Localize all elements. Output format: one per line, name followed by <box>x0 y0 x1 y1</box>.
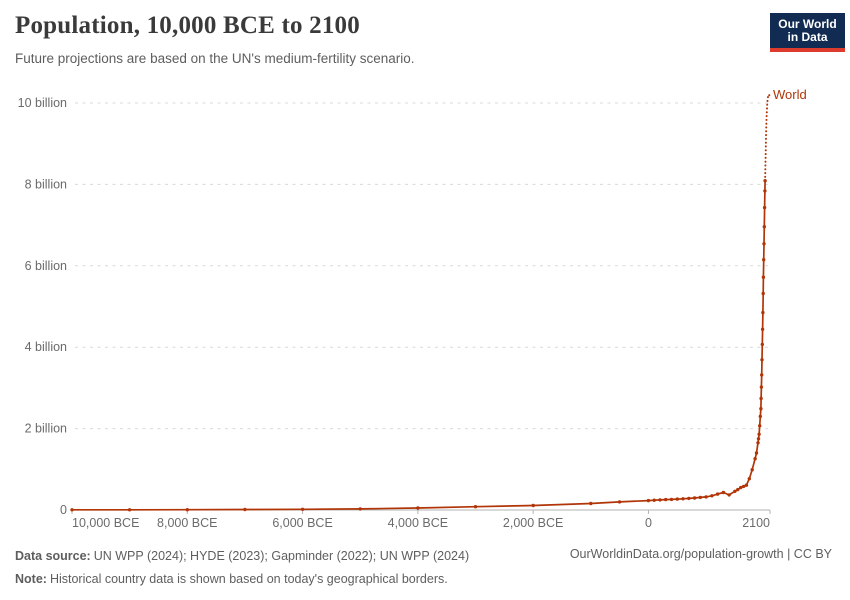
data-point-marker[interactable] <box>692 496 697 500</box>
y-tick-label: 2 billion <box>25 422 67 436</box>
x-tick-label: 10,000 BCE <box>72 516 139 530</box>
x-tick-label: 4,000 BCE <box>388 516 448 530</box>
data-point-marker[interactable] <box>756 441 760 445</box>
data-point-marker[interactable] <box>736 487 740 492</box>
data-point-marker[interactable] <box>760 342 764 347</box>
data-point-marker[interactable] <box>763 189 767 193</box>
footer-link[interactable]: OurWorldinData.org/population-growth | C… <box>569 547 832 561</box>
data-point-marker[interactable] <box>741 484 746 489</box>
data-point-marker[interactable] <box>760 358 764 362</box>
note-line: Note: Historical country data is shown ba… <box>15 570 469 588</box>
data-point-marker[interactable] <box>762 205 767 210</box>
data-point-marker[interactable] <box>758 424 762 428</box>
y-tick-label: 4 billion <box>25 340 67 354</box>
data-point-marker[interactable] <box>761 291 765 296</box>
data-source-line: Data source: UN WPP (2024); HYDE (2023); … <box>15 547 469 565</box>
data-point-marker[interactable] <box>761 310 765 315</box>
data-point-marker[interactable] <box>747 477 751 481</box>
y-tick-label: 8 billion <box>25 177 67 191</box>
data-point-marker[interactable] <box>733 489 737 493</box>
y-tick-label: 6 billion <box>25 259 67 273</box>
note-text: Historical country data is shown based o… <box>49 572 448 587</box>
data-point-marker[interactable] <box>757 432 761 436</box>
data-point-marker[interactable] <box>127 508 132 512</box>
data-point-marker[interactable] <box>715 492 720 496</box>
data-point-marker[interactable] <box>589 501 593 506</box>
x-tick-label: 6,000 BCE <box>272 516 332 530</box>
projection-line[interactable] <box>764 93 771 182</box>
data-point-marker[interactable] <box>664 497 668 502</box>
chart-subtitle: Future projections are based on the UN's… <box>15 51 415 66</box>
data-point-marker[interactable] <box>243 507 247 512</box>
data-point-marker[interactable] <box>758 414 762 419</box>
data-point-marker[interactable] <box>754 451 759 455</box>
data-point-marker[interactable] <box>750 468 754 472</box>
y-tick-label: 0 <box>60 503 67 517</box>
owid-logo-line1: Our World <box>778 17 837 31</box>
data-point-marker[interactable] <box>727 493 731 497</box>
data-point-marker[interactable] <box>761 275 766 279</box>
data-point-marker[interactable] <box>710 494 714 498</box>
data-point-marker[interactable] <box>70 508 74 512</box>
data-source-text: UN WPP (2024); HYDE (2023); Gapminder (2… <box>93 549 470 563</box>
data-point-marker[interactable] <box>739 485 743 490</box>
x-tick-label: 8,000 BCE <box>157 516 217 530</box>
data-point-marker[interactable] <box>675 497 679 501</box>
data-point-marker[interactable] <box>416 506 420 510</box>
data-point-marker[interactable] <box>721 490 726 495</box>
owid-logo[interactable]: Our World in Data <box>770 13 845 52</box>
x-tick-label: 2100 <box>742 516 770 530</box>
data-point-marker[interactable] <box>744 483 749 487</box>
note-label: Note: <box>15 572 47 587</box>
data-source-label: Data source: <box>15 549 91 563</box>
data-point-marker[interactable] <box>358 507 362 511</box>
data-point-marker[interactable] <box>669 497 674 502</box>
data-point-marker[interactable] <box>681 497 685 501</box>
data-point-marker[interactable] <box>762 242 766 246</box>
data-point-marker[interactable] <box>531 503 535 508</box>
data-point-marker[interactable] <box>473 505 478 509</box>
y-tick-label: 10 billion <box>18 96 67 110</box>
data-point-marker[interactable] <box>762 225 766 229</box>
data-point-marker[interactable] <box>760 373 764 377</box>
data-point-marker[interactable] <box>617 500 622 504</box>
population-line[interactable] <box>72 180 766 511</box>
x-tick-label: 2,000 BCE <box>503 516 563 530</box>
data-point-marker[interactable] <box>762 258 766 262</box>
data-point-marker[interactable] <box>760 327 765 331</box>
data-point-marker[interactable] <box>646 498 651 503</box>
footer-sources: Data source: UN WPP (2024); HYDE (2023); … <box>15 547 469 593</box>
x-tick-label: 0 <box>645 516 652 530</box>
owid-logo-line2: in Data <box>787 30 828 44</box>
data-point-marker[interactable] <box>753 457 757 461</box>
data-point-marker[interactable] <box>704 495 708 499</box>
data-point-marker[interactable] <box>756 437 761 441</box>
data-point-marker[interactable] <box>759 396 763 401</box>
chart-title: Population, 10,000 BCE to 2100 <box>15 12 360 39</box>
series-label-world[interactable]: World <box>773 87 807 102</box>
data-point-marker[interactable] <box>300 507 305 511</box>
data-point-marker[interactable] <box>652 498 656 502</box>
data-point-marker[interactable] <box>759 407 763 411</box>
data-point-marker[interactable] <box>658 498 662 502</box>
data-point-marker[interactable] <box>687 496 691 501</box>
data-point-marker[interactable] <box>759 385 764 389</box>
chart-footer: Data source: UN WPP (2024); HYDE (2023); … <box>15 547 832 593</box>
data-point-marker[interactable] <box>698 495 702 500</box>
data-point-marker[interactable] <box>185 508 189 512</box>
